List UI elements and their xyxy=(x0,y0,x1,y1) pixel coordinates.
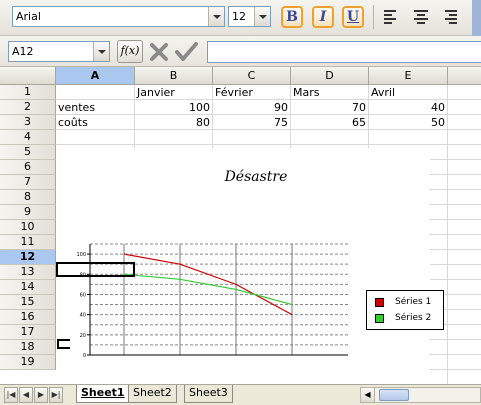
series-line-1 xyxy=(123,253,293,316)
next-sheet-button[interactable]: ▶ xyxy=(34,387,48,403)
chevron-down-icon[interactable] xyxy=(93,42,109,61)
font-name-select[interactable]: Arial xyxy=(12,6,225,27)
cell-e3[interactable]: 50 xyxy=(431,116,445,129)
chevron-down-icon[interactable] xyxy=(208,7,224,26)
cell-d3[interactable]: 65 xyxy=(352,116,366,129)
legend-swatch xyxy=(375,298,384,307)
formula-input[interactable] xyxy=(207,41,481,63)
format-toolbar: Arial 12 B I U xyxy=(0,0,481,36)
column-header-e[interactable]: E xyxy=(369,67,448,85)
y-tick-label: 60 xyxy=(80,292,86,298)
font-size-select[interactable]: 12 xyxy=(228,6,271,27)
column-header-a[interactable]: A xyxy=(56,67,135,85)
align-right-button[interactable] xyxy=(441,8,459,26)
row-header-10[interactable]: 10 xyxy=(0,220,56,235)
y-tick-label: 0 xyxy=(83,353,86,359)
toolbar-separator xyxy=(373,5,374,29)
cell-b2[interactable]: 100 xyxy=(189,101,210,114)
y-tick-label: 100 xyxy=(76,252,86,258)
row-header-6[interactable]: 6 xyxy=(0,160,56,175)
row-gridline xyxy=(56,99,481,100)
cell-reference-box[interactable]: A12 xyxy=(8,41,110,62)
row-header-8[interactable]: 8 xyxy=(0,190,56,205)
row-header-19[interactable]: 19 xyxy=(0,355,56,370)
cell-c2[interactable]: 90 xyxy=(274,101,288,114)
row-header-1[interactable]: 1 xyxy=(0,85,56,100)
bold-button[interactable]: B xyxy=(281,6,303,28)
row-header-11[interactable]: 11 xyxy=(0,235,56,250)
row-header-9[interactable]: 9 xyxy=(0,205,56,220)
toolbar-edge xyxy=(472,0,481,36)
chart-legend: Séries 1 Séries 2 xyxy=(366,290,444,330)
cell-b1[interactable]: Janvier xyxy=(137,86,175,99)
column-gridline xyxy=(447,85,448,384)
select-all-corner[interactable] xyxy=(0,67,56,85)
sheet-tab-sheet3[interactable]: Sheet3 xyxy=(184,385,233,403)
scrollbar-thumb[interactable] xyxy=(379,389,409,401)
row-header-17[interactable]: 17 xyxy=(0,325,56,340)
cancel-button[interactable] xyxy=(147,41,171,63)
align-left-button[interactable] xyxy=(382,8,400,26)
cell-a3[interactable]: coûts xyxy=(58,116,88,129)
row-gridline xyxy=(56,129,481,130)
legend-label: Séries 2 xyxy=(395,313,432,323)
align-center-button[interactable] xyxy=(412,8,430,26)
row-header-18[interactable]: 18 xyxy=(0,340,56,355)
legend-swatch xyxy=(375,314,384,323)
row-header-7[interactable]: 7 xyxy=(0,175,56,190)
cell-c3[interactable]: 75 xyxy=(274,116,288,129)
font-name-value: Arial xyxy=(16,10,41,23)
accept-button[interactable] xyxy=(174,41,198,63)
font-size-value: 12 xyxy=(232,10,246,23)
function-wizard-button[interactable]: f(x) xyxy=(117,40,143,63)
cell-c1[interactable]: Février xyxy=(215,86,253,99)
row-header-12[interactable]: 12 xyxy=(0,250,56,265)
row-header-14[interactable]: 14 xyxy=(0,280,56,295)
close-icon xyxy=(150,43,168,61)
row-header-15[interactable]: 15 xyxy=(0,295,56,310)
row-header-5[interactable]: 5 xyxy=(0,145,56,160)
italic-button[interactable]: I xyxy=(312,6,334,28)
anchor-bracket-icon xyxy=(57,339,70,349)
checkmark-icon xyxy=(175,42,198,61)
last-sheet-button[interactable]: ▶| xyxy=(49,387,63,403)
series-line-2 xyxy=(123,273,293,306)
row-header-13[interactable]: 13 xyxy=(0,265,56,280)
cell-d1[interactable]: Mars xyxy=(293,86,320,99)
cell-a2[interactable]: ventes xyxy=(58,101,96,114)
row-gridline xyxy=(56,114,481,115)
row-header-4[interactable]: 4 xyxy=(0,130,56,145)
y-tick-label: 20 xyxy=(80,333,86,339)
cell-b3[interactable]: 80 xyxy=(196,116,210,129)
column-header-d[interactable]: D xyxy=(291,67,369,85)
chart-title: Désastre xyxy=(224,169,288,185)
legend-label: Séries 1 xyxy=(395,297,432,307)
cell-e1[interactable]: Avril xyxy=(371,86,396,99)
previous-sheet-button[interactable]: ◀ xyxy=(19,387,33,403)
row-gridline xyxy=(56,144,481,145)
row-header-2[interactable]: 2 xyxy=(0,100,56,115)
y-tick-label: 40 xyxy=(80,313,86,319)
cell-d2[interactable]: 70 xyxy=(352,101,366,114)
sheet-tab-sheet2[interactable]: Sheet2 xyxy=(128,385,177,403)
underline-button[interactable]: U xyxy=(342,6,364,28)
horizontal-scrollbar[interactable]: ◀ xyxy=(360,387,481,403)
sheet-tab-sheet1[interactable]: Sheet1 xyxy=(76,385,130,403)
active-cell-cursor xyxy=(56,262,135,277)
chevron-down-icon[interactable] xyxy=(254,7,270,26)
formula-bar: A12 f(x) xyxy=(0,36,481,67)
first-sheet-button[interactable]: |◀ xyxy=(4,387,18,403)
row-header-16[interactable]: 16 xyxy=(0,310,56,325)
scroll-left-icon[interactable]: ◀ xyxy=(361,388,375,402)
column-header-f[interactable] xyxy=(448,67,481,85)
sheet-tab-bar: |◀ ◀ ▶ ▶| Sheet1 Sheet2 Sheet3 ◀ xyxy=(0,384,481,405)
row-header-3[interactable]: 3 xyxy=(0,115,56,130)
column-header-c[interactable]: C xyxy=(213,67,291,85)
cell-e2[interactable]: 40 xyxy=(431,101,445,114)
line-chart[interactable]: Désastre 0 20 40 60 80 100 Séries 1 Séries 2 xyxy=(56,148,444,384)
cell-reference-value: A12 xyxy=(12,45,34,58)
column-header-b[interactable]: B xyxy=(135,67,213,85)
